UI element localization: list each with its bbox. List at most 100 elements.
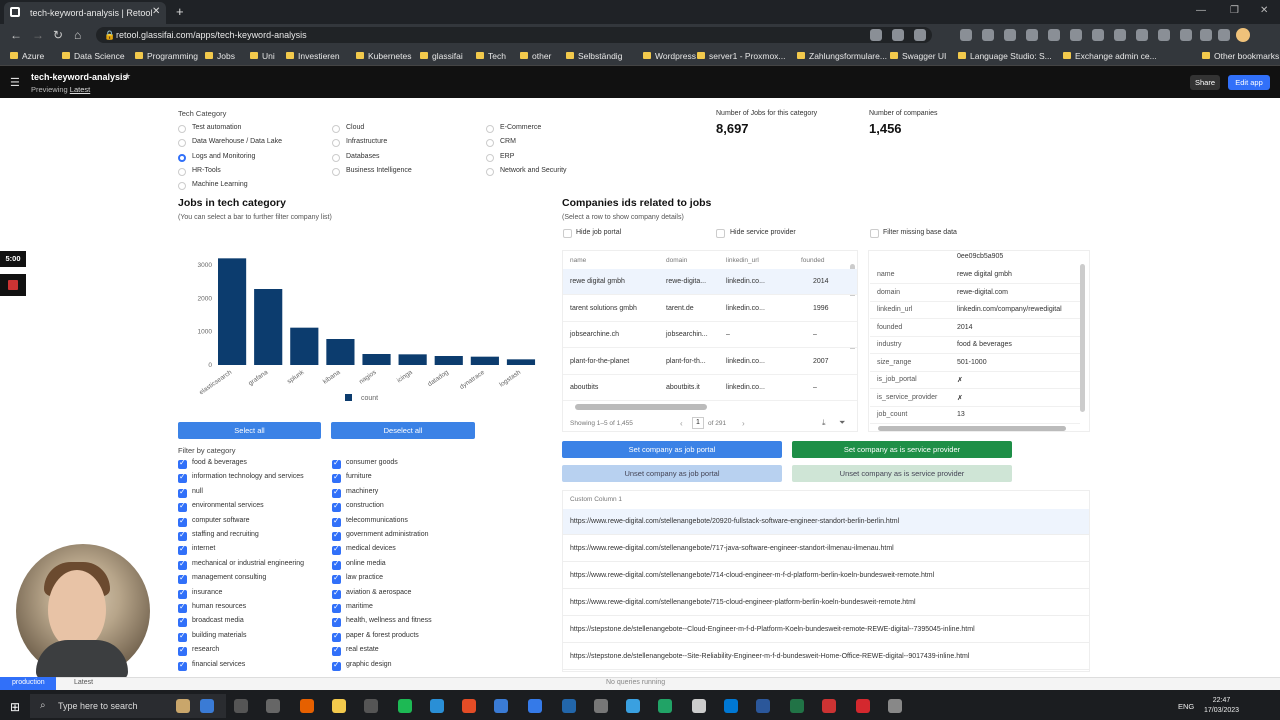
- latest-version-link[interactable]: Latest: [69, 85, 91, 94]
- extension-icon[interactable]: [1004, 29, 1016, 41]
- custom-column-header[interactable]: Custom Column 1: [570, 496, 623, 503]
- page-input[interactable]: 1: [692, 417, 704, 429]
- col-header-domain[interactable]: domain: [666, 257, 688, 264]
- url-row[interactable]: [563, 644, 1089, 670]
- chart-bar[interactable]: [398, 354, 427, 365]
- extension-icon[interactable]: [982, 29, 994, 41]
- taskbar-app-icon[interactable]: [234, 699, 248, 713]
- category-radio[interactable]: [178, 139, 186, 147]
- taskbar-app-icon[interactable]: [562, 699, 576, 713]
- taskbar-app-icon[interactable]: [462, 699, 476, 713]
- filter-checkbox[interactable]: [178, 660, 187, 671]
- home-icon[interactable]: ⌂: [74, 28, 82, 42]
- browser-tab[interactable]: tech-keyword-analysis | Retool: [4, 2, 166, 24]
- url-row[interactable]: [563, 536, 1089, 562]
- taskbar-app-icon[interactable]: [332, 699, 346, 713]
- detail-vertical-scrollbar[interactable]: [1080, 264, 1085, 412]
- bookmark-item[interactable]: glassifai: [420, 51, 463, 61]
- close-tab-icon[interactable]: ✕: [152, 6, 161, 17]
- taskbar-app-icon[interactable]: [398, 699, 412, 713]
- chart-bar[interactable]: [434, 356, 463, 365]
- sidebar-icon[interactable]: [1218, 29, 1230, 41]
- bookmark-item[interactable]: server1 - Proxmox...: [697, 51, 786, 61]
- taskbar-app-icon[interactable]: [756, 699, 770, 713]
- bookmark-item[interactable]: Kubernetes: [356, 51, 411, 61]
- url-row[interactable]: [563, 509, 1089, 535]
- filter-checkbox[interactable]: [178, 588, 187, 599]
- filter-checkbox[interactable]: [178, 458, 187, 469]
- system-clock[interactable]: 22:47 17/03/2023: [1204, 697, 1240, 714]
- version-label[interactable]: Latest: [74, 679, 94, 686]
- chart-bar[interactable]: [218, 258, 247, 365]
- star-icon[interactable]: [914, 29, 926, 41]
- download-icon[interactable]: [1200, 29, 1212, 41]
- reload-icon[interactable]: ↻: [53, 28, 64, 42]
- unset-job-portal-button[interactable]: Unset company as job portal: [562, 465, 782, 482]
- chart-bar[interactable]: [290, 327, 319, 365]
- filter-checkbox[interactable]: [178, 645, 187, 657]
- extension-icon[interactable]: [1114, 29, 1126, 41]
- url-row[interactable]: [563, 617, 1089, 643]
- filter-checkbox[interactable]: [178, 472, 187, 484]
- table-row[interactable]: [563, 348, 857, 375]
- category-radio[interactable]: [178, 182, 186, 190]
- category-radio[interactable]: [486, 139, 494, 147]
- bookmark-item[interactable]: Data Science: [62, 51, 125, 61]
- filter-checkbox[interactable]: [178, 616, 187, 628]
- extension-icon[interactable]: [1158, 29, 1170, 41]
- chart-bar[interactable]: [362, 354, 391, 365]
- bookmark-item[interactable]: Programming: [135, 51, 198, 61]
- bookmark-item[interactable]: Other bookmarks: [1202, 51, 1279, 61]
- extension-icon[interactable]: [1136, 29, 1148, 41]
- extension-icon[interactable]: [960, 29, 972, 41]
- close-window-icon[interactable]: ✕: [1260, 5, 1269, 16]
- filter-checkbox[interactable]: [178, 573, 187, 585]
- taskbar-app-icon[interactable]: [856, 699, 870, 713]
- back-icon[interactable]: ←: [10, 28, 22, 42]
- filter-checkbox[interactable]: [332, 616, 341, 628]
- deselect-all-button[interactable]: Deselect all: [331, 422, 475, 439]
- extension-icon[interactable]: [1092, 29, 1104, 41]
- filter-checkbox[interactable]: [332, 458, 341, 469]
- taskbar-app-icon[interactable]: [692, 699, 706, 713]
- bookmark-item[interactable]: Zahlungsformulare...: [797, 51, 887, 61]
- windows-start-icon[interactable]: ⊞: [10, 700, 21, 714]
- download-icon[interactable]: ⤓: [822, 418, 826, 427]
- filter-missing-checkbox[interactable]: [870, 229, 879, 238]
- filter-checkbox[interactable]: [332, 602, 341, 613]
- taskbar-app-icon[interactable]: [430, 699, 444, 713]
- taskbar-app-icon[interactable]: [266, 699, 280, 713]
- filter-checkbox[interactable]: [332, 573, 341, 585]
- table-row[interactable]: [563, 322, 857, 348]
- edit-app-button[interactable]: Edit app: [1228, 75, 1270, 90]
- forward-icon[interactable]: →: [32, 28, 44, 42]
- bookmark-item[interactable]: Investieren: [286, 51, 340, 61]
- filter-checkbox[interactable]: [332, 631, 341, 642]
- col-header-name[interactable]: name: [570, 257, 587, 264]
- category-radio[interactable]: [178, 168, 186, 176]
- category-radio[interactable]: [486, 154, 494, 162]
- detail-horizontal-scrollbar[interactable]: [878, 426, 1066, 431]
- hide-job-portal-checkbox[interactable]: [563, 229, 572, 238]
- bookmark-item[interactable]: Jobs: [205, 51, 235, 61]
- maximize-icon[interactable]: ❐: [1230, 5, 1239, 16]
- extension-icon[interactable]: [1070, 29, 1082, 41]
- filter-checkbox[interactable]: [178, 487, 187, 498]
- category-radio[interactable]: [178, 154, 186, 162]
- unset-service-provider-button[interactable]: Unset company as is service provider: [792, 465, 1012, 482]
- set-service-provider-button[interactable]: Set company as is service provider: [792, 441, 1012, 458]
- key-icon[interactable]: [870, 29, 882, 41]
- category-radio[interactable]: [332, 154, 340, 162]
- taskbar-app-icon[interactable]: [200, 699, 214, 713]
- url-row[interactable]: [563, 563, 1089, 589]
- filter-checkbox[interactable]: [332, 660, 341, 671]
- filter-checkbox[interactable]: [178, 501, 187, 513]
- taskbar-app-icon[interactable]: [364, 699, 378, 713]
- taskbar-app-icon[interactable]: [888, 699, 902, 713]
- bookmark-item[interactable]: Swagger UI: [890, 51, 946, 61]
- share-icon[interactable]: [892, 29, 904, 41]
- favorite-star-icon[interactable]: ★: [123, 71, 132, 81]
- taskbar-app-icon[interactable]: [300, 699, 314, 713]
- filter-checkbox[interactable]: [332, 487, 341, 498]
- jobs-bar-chart[interactable]: 0 1000 2000 3000 elasticsearch grafana splunk k…: [178, 228, 554, 412]
